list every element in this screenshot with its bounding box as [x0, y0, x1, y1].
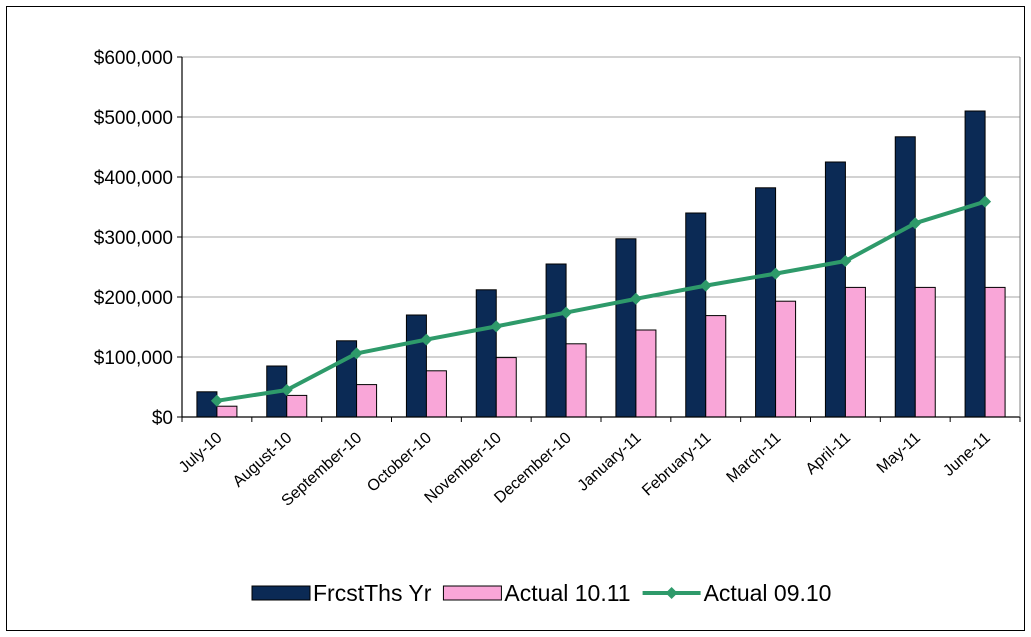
bar-frcstths-yr: [475, 289, 497, 418]
bar-frcstths-yr: [894, 136, 916, 418]
bar-actual-10-11: [286, 394, 308, 418]
bars: [196, 110, 1006, 418]
line-point-marker: [210, 394, 223, 407]
y-axis-ticks: $0 $100,000 $200,000 $300,000 $400,000 $500,0…: [94, 48, 182, 429]
bar-actual-10-11: [635, 329, 657, 418]
line-point-marker: [560, 306, 573, 319]
x-tick-label: May-11: [874, 429, 924, 477]
line-point-marker: [350, 347, 363, 360]
bar-frcstths-yr: [685, 212, 707, 418]
y-tick-label: $600,000: [94, 48, 173, 69]
bar-actual-10-11: [705, 315, 727, 418]
line-series: [210, 195, 992, 407]
bar-actual-10-11: [565, 343, 587, 418]
bar-frcstths-yr: [824, 161, 846, 418]
bar-actual-10-11: [914, 286, 936, 418]
x-tick-label: January-11: [575, 429, 645, 494]
line-actual-09-10: [216, 199, 986, 403]
x-tick-label: October-10: [364, 429, 435, 495]
chart: $0 $100,000 $200,000 $300,000 $400,000 $500,0…: [94, 48, 1021, 606]
bar-actual-10-11: [775, 300, 797, 418]
bar-actual-10-11: [356, 384, 378, 418]
legend-swatch: [251, 585, 311, 601]
y-tick-label: $500,000: [94, 108, 173, 129]
y-tick-label: $0: [152, 408, 173, 429]
x-tick-label: July-10: [176, 429, 226, 476]
legend-label: FrcstThs Yr: [313, 580, 432, 606]
bar-actual-10-11: [844, 286, 866, 418]
x-tick-label: March-11: [724, 429, 785, 486]
x-tick-label: August-10: [230, 429, 296, 491]
bar-frcstths-yr: [405, 314, 427, 418]
line-point-marker: [280, 384, 293, 396]
line-point-marker: [769, 267, 782, 280]
legend: FrcstThs Yr Actual 10.11 Actual 09.10: [251, 580, 832, 606]
x-axis-ticks: July-10 August-10September-10October-10No…: [176, 417, 1021, 510]
bar-actual-10-11: [495, 357, 517, 418]
bar-actual-10-11: [425, 370, 447, 418]
legend-label: Actual 10.11: [504, 580, 630, 606]
line-point-marker: [909, 217, 922, 230]
x-tick-label: February-11: [639, 429, 714, 499]
chart-frame: $0 $100,000 $200,000 $300,000 $400,000 $500,0…: [6, 6, 1025, 631]
bar-frcstths-yr: [196, 391, 218, 418]
x-tick-label: April-11: [803, 429, 855, 478]
bar-frcstths-yr: [755, 187, 777, 418]
bar-actual-10-11: [216, 405, 238, 418]
bar-frcstths-yr: [615, 238, 637, 418]
gridlines: [182, 56, 1020, 358]
y-tick-label: $100,000: [94, 348, 173, 369]
legend-swatch: [442, 585, 502, 601]
legend-label: Actual 09.10: [704, 580, 832, 606]
line-point-marker: [490, 320, 503, 333]
line-point-marker: [699, 279, 712, 292]
line-point-marker: [420, 333, 433, 346]
bar-frcstths-yr: [545, 263, 567, 418]
y-tick-label: $400,000: [94, 168, 173, 189]
bar-actual-10-11: [984, 286, 1006, 418]
line-point-marker: [629, 292, 642, 305]
line-point-marker: [979, 195, 992, 208]
legend-marker: [665, 587, 678, 599]
line-point-marker: [839, 255, 852, 267]
x-tick-label: June-11: [940, 429, 994, 480]
bar-frcstths-yr: [964, 110, 986, 418]
y-tick-label: $300,000: [94, 228, 173, 249]
y-tick-label: $200,000: [94, 288, 173, 309]
